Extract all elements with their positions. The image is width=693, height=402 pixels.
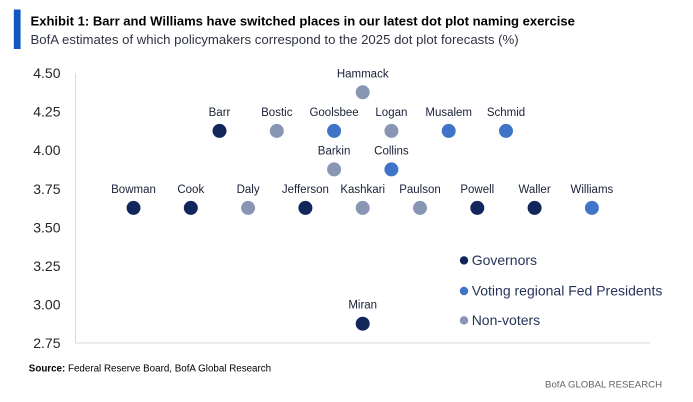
svg-text:Collins: Collins (374, 145, 409, 157)
svg-text:2.75: 2.75 (33, 335, 60, 351)
svg-text:Goolsbee: Goolsbee (309, 107, 358, 119)
svg-text:Bowman: Bowman (111, 184, 156, 196)
svg-text:Barkin: Barkin (318, 145, 351, 157)
svg-text:Schmid: Schmid (487, 107, 525, 119)
svg-text:Paulson: Paulson (399, 184, 441, 196)
svg-text:Musalem: Musalem (425, 107, 472, 119)
svg-text:3.50: 3.50 (33, 219, 60, 235)
svg-text:3.75: 3.75 (33, 181, 60, 197)
svg-text:Williams: Williams (570, 184, 613, 196)
svg-text:Powell: Powell (460, 184, 494, 196)
svg-text:4.50: 4.50 (33, 65, 60, 81)
svg-text:Exhibit 1: Barr and Williams h: Exhibit 1: Barr and Williams have switch… (31, 14, 575, 29)
svg-text:Source: Federal Reserve Board,: Source: Federal Reserve Board, BofA Glob… (29, 364, 271, 375)
svg-text:Miran: Miran (348, 300, 377, 312)
svg-text:Non-voters: Non-voters (472, 312, 540, 328)
svg-text:Hammack: Hammack (337, 68, 389, 80)
svg-text:Jefferson: Jefferson (282, 184, 329, 196)
svg-text:Barr: Barr (209, 107, 231, 119)
svg-text:Kashkari: Kashkari (340, 184, 385, 196)
svg-text:BofA estimates of which policy: BofA estimates of which policymakers cor… (31, 32, 519, 47)
svg-text:4.25: 4.25 (33, 104, 60, 120)
svg-text:Logan: Logan (375, 107, 407, 119)
svg-text:Bostic: Bostic (261, 107, 293, 119)
svg-text:BofA GLOBAL RESEARCH: BofA GLOBAL RESEARCH (545, 379, 662, 390)
svg-text:3.00: 3.00 (33, 297, 60, 313)
svg-text:Daly: Daly (237, 184, 260, 196)
svg-text:3.25: 3.25 (33, 258, 60, 274)
svg-text:Voting regional Fed Presidents: Voting regional Fed Presidents (472, 283, 663, 299)
svg-text:Waller: Waller (519, 184, 551, 196)
svg-text:4.00: 4.00 (33, 142, 60, 158)
svg-text:Governors: Governors (472, 252, 537, 268)
svg-text:Cook: Cook (177, 184, 204, 196)
